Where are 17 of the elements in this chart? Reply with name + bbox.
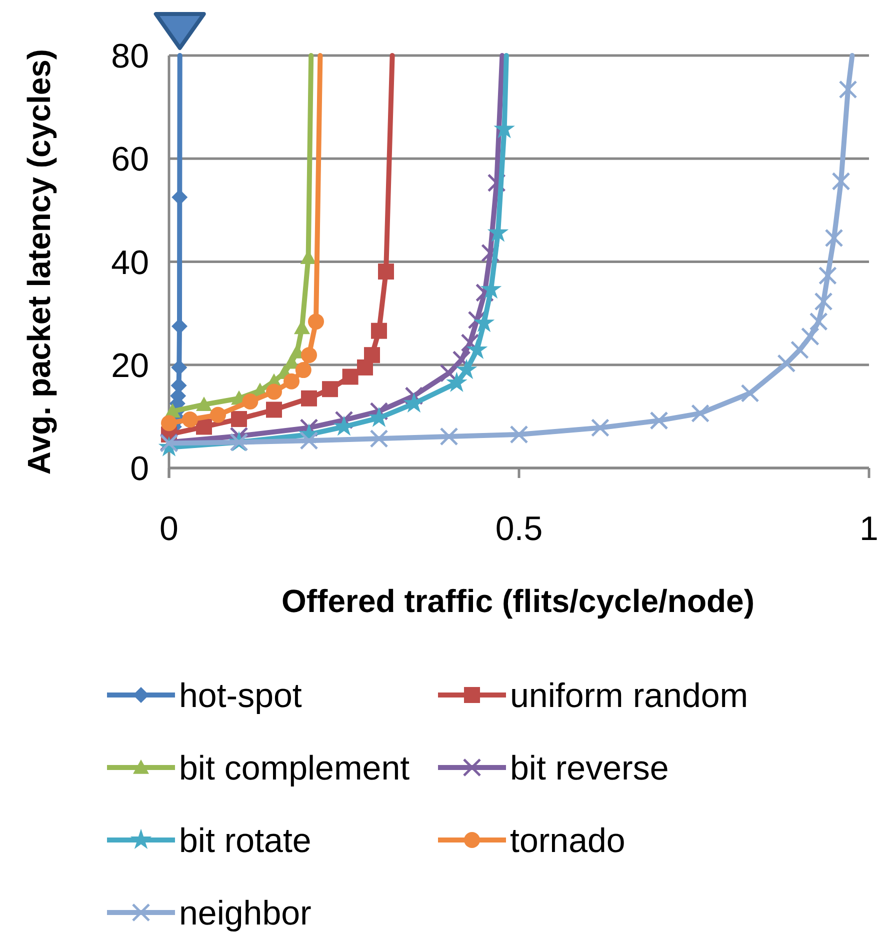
x-tick-label: 0.5 xyxy=(495,510,543,548)
x-tick-label: 1 xyxy=(860,510,878,548)
y-tick-label: 80 xyxy=(111,38,149,76)
y-tick-label: 20 xyxy=(111,346,149,385)
legend-label: bit rotate xyxy=(179,822,312,860)
legend-label: uniform random xyxy=(510,677,748,715)
y-tick-label: 0 xyxy=(130,450,149,488)
x-axis-title: Offered traffic (flits/cycle/node) xyxy=(282,583,754,619)
y-axis-title: Avg. packet latency (cycles) xyxy=(21,48,57,475)
legend-label: bit reverse xyxy=(510,750,669,788)
x-tick-label: 0 xyxy=(160,510,178,548)
legend-label: hot-spot xyxy=(179,677,302,715)
legend-label: bit complement xyxy=(179,750,410,788)
y-tick-label: 40 xyxy=(111,244,149,282)
legend-label: tornado xyxy=(510,822,626,860)
y-tick-label: 60 xyxy=(111,140,149,179)
legend-label: neighbor xyxy=(179,894,312,932)
